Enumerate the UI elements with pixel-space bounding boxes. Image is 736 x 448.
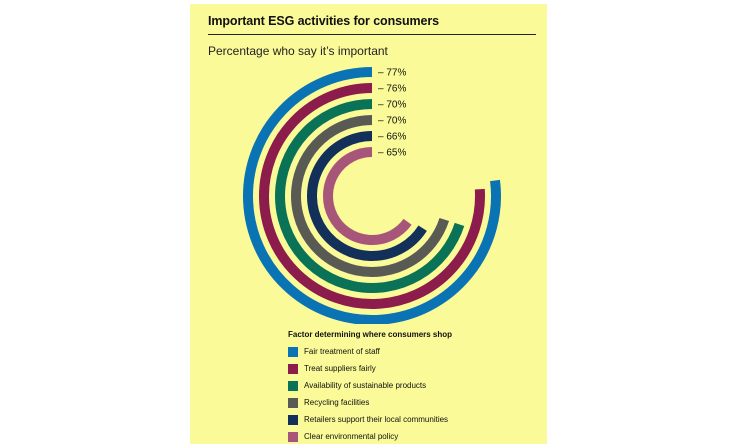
- legend-label: Clear environmental policy: [304, 432, 399, 441]
- legend-swatch: [288, 431, 298, 442]
- value-label-availability-of-sustainable-products: – 70%: [378, 100, 406, 111]
- legend-swatch: [288, 414, 298, 425]
- value-label-clear-environmental-policy: – 65%: [378, 148, 406, 159]
- legend-items: Fair treatment of staff Treat suppliers f…: [288, 346, 538, 442]
- legend-swatch: [288, 363, 298, 374]
- value-label-treat-suppliers-fairly: – 76%: [378, 84, 406, 95]
- value-label-fair-treatment-of-staff: – 77%: [378, 68, 406, 79]
- legend-label: Treat suppliers fairly: [304, 364, 376, 373]
- legend-item-clear-environmental-policy: Clear environmental policy: [288, 431, 538, 442]
- bar-availability-of-sustainable-products: [275, 99, 465, 293]
- legend-label: Recycling facilities: [304, 398, 370, 407]
- legend-item-recycling-facilities: Recycling facilities: [288, 397, 538, 408]
- bar-recycling-facilities: [291, 115, 450, 277]
- bar-treat-suppliers-fairly: [259, 83, 485, 309]
- legend-item-availability-of-sustainable-products: Availability of sustainable products: [288, 380, 538, 391]
- chart-subtitle: Percentage who say it’s important: [208, 44, 388, 58]
- legend-swatch: [288, 346, 298, 357]
- legend-swatch: [288, 397, 298, 408]
- bar-fair-treatment-of-staff: [243, 67, 501, 324]
- legend-swatch: [288, 380, 298, 391]
- legend-label: Retailers support their local communitie…: [304, 415, 449, 424]
- title-divider: [208, 34, 536, 35]
- legend-label: Availability of sustainable products: [304, 381, 427, 390]
- chart-panel: Important ESG activities for consumers P…: [190, 4, 547, 444]
- radial-bar-chart: – 77% – 76% – 70% – 70% – 66% – 65%: [243, 67, 501, 324]
- legend-item-retailers-support-their-local-communities: Retailers support their local communitie…: [288, 414, 538, 425]
- legend-label: Fair treatment of staff: [304, 347, 380, 356]
- legend: Factor determining where consumers shop …: [288, 330, 538, 448]
- legend-item-treat-suppliers-fairly: Treat suppliers fairly: [288, 363, 538, 374]
- legend-title: Factor determining where consumers shop: [288, 330, 453, 339]
- legend-item-fair-treatment-of-staff: Fair treatment of staff: [288, 346, 538, 357]
- value-label-retailers-support-their-local-communities: – 66%: [378, 132, 406, 143]
- bar-retailers-support-their-local-communities: [307, 131, 427, 261]
- bar-clear-environmental-policy: [323, 147, 412, 245]
- chart-title: Important ESG activities for consumers: [208, 14, 439, 28]
- value-label-recycling-facilities: – 70%: [378, 116, 406, 127]
